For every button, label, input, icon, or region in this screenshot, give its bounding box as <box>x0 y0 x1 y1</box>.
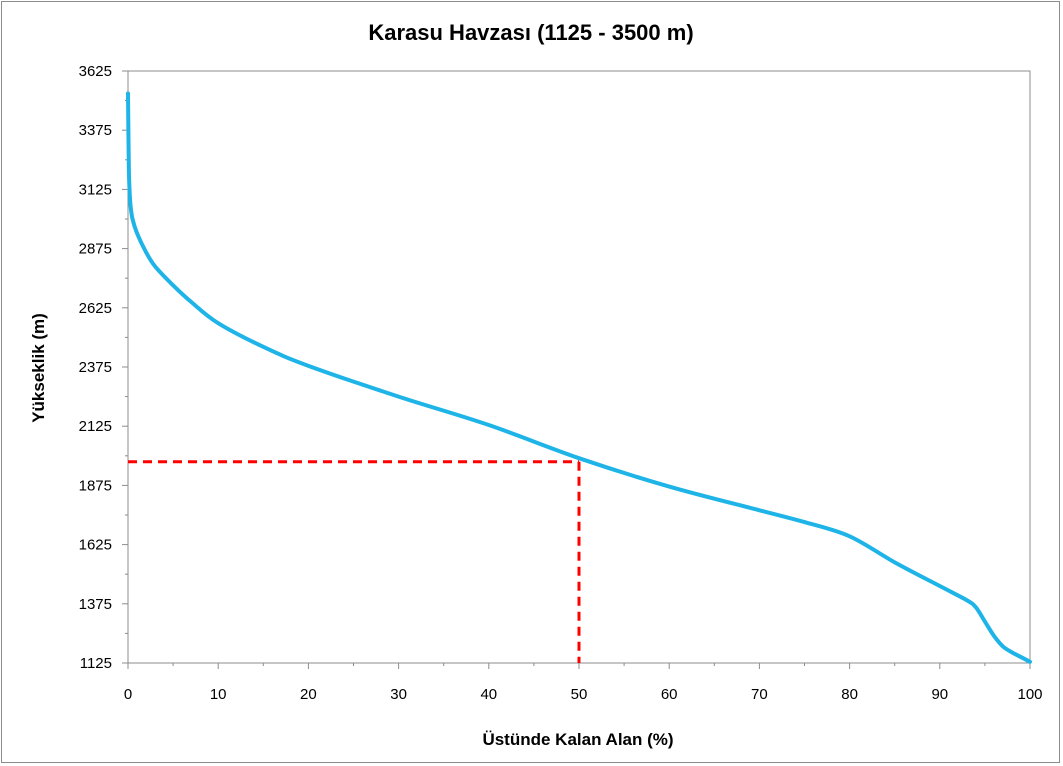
y-tick-label: 1875 <box>79 477 112 494</box>
y-tick-label: 2875 <box>79 241 112 258</box>
y-tick-label: 3125 <box>79 181 112 198</box>
x-tick-label: 30 <box>390 686 407 703</box>
hypsometric-curve <box>126 91 1032 664</box>
y-tick-label: 3625 <box>79 63 112 80</box>
x-tick-label: 40 <box>480 686 497 703</box>
x-tick-label: 90 <box>931 686 948 703</box>
x-tick-label: 50 <box>571 686 588 703</box>
x-tick-label: 70 <box>751 686 768 703</box>
y-tick-label: 1625 <box>79 537 112 554</box>
x-axis-title: Üstünde Kalan Alan (%) <box>482 730 673 749</box>
y-tick-label: 2625 <box>79 300 112 317</box>
y-tick-label: 2375 <box>79 359 112 376</box>
y-tick-label: 1125 <box>80 655 112 672</box>
y-tick-label: 3375 <box>79 122 112 139</box>
chart-title: Karasu Havzası (1125 - 3500 m) <box>368 20 693 45</box>
x-tick-label: 20 <box>300 686 317 703</box>
x-tick-label: 10 <box>210 686 227 703</box>
x-tick-label: 60 <box>661 686 678 703</box>
x-tick-label: 80 <box>841 686 858 703</box>
y-axis-title: Yükseklik (m) <box>29 313 48 423</box>
y-tick-label: 2125 <box>79 418 112 435</box>
x-tick-label: 0 <box>124 686 132 703</box>
plot-area: 0 10 20 30 40 50 60 70 80 90 100 1125 1375 1625 1875 21… <box>79 63 1043 703</box>
x-tick-label: 100 <box>1017 686 1042 703</box>
y-tick-label: 1375 <box>79 596 112 613</box>
